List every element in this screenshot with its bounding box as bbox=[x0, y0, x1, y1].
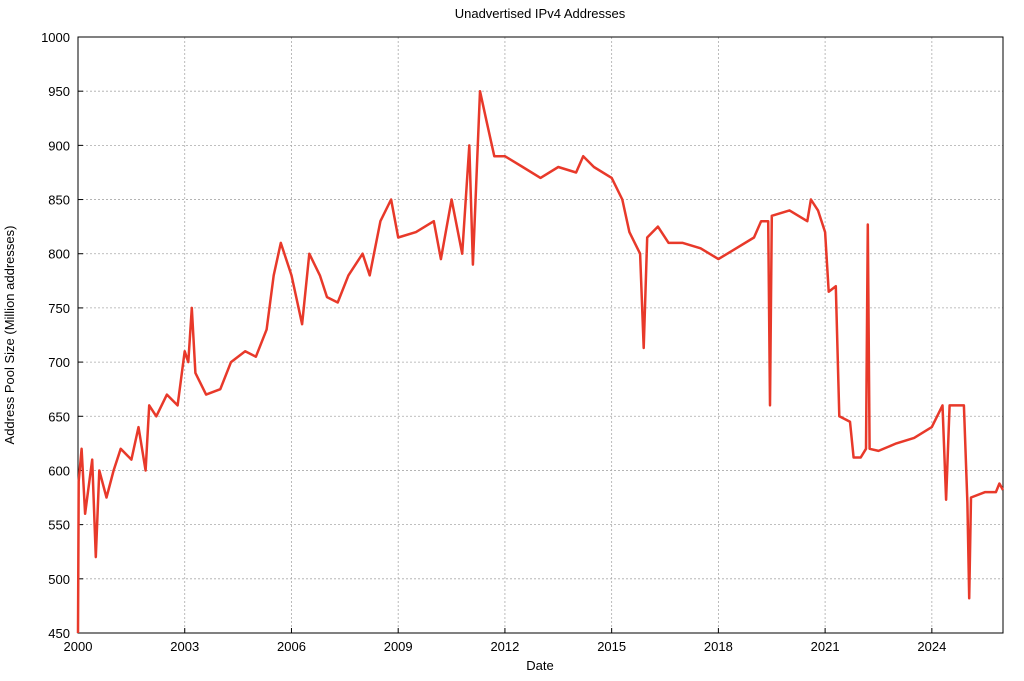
y-tick-label: 950 bbox=[48, 84, 70, 99]
x-tick-label: 2021 bbox=[811, 639, 840, 654]
y-tick-label: 900 bbox=[48, 138, 70, 153]
x-tick-label: 2024 bbox=[917, 639, 946, 654]
y-tick-label: 700 bbox=[48, 355, 70, 370]
chart-title: Unadvertised IPv4 Addresses bbox=[455, 6, 626, 21]
y-tick-label: 650 bbox=[48, 409, 70, 424]
y-tick-label: 800 bbox=[48, 247, 70, 262]
y-axis-label: Address Pool Size (Million addresses) bbox=[2, 226, 17, 445]
x-axis-label: Date bbox=[526, 658, 553, 673]
y-tick-label: 500 bbox=[48, 572, 70, 587]
y-tick-label: 600 bbox=[48, 463, 70, 478]
plot-frame bbox=[77, 36, 1004, 634]
x-tick-label: 2006 bbox=[277, 639, 306, 654]
y-tick-label: 750 bbox=[48, 301, 70, 316]
data-line bbox=[76, 89, 1005, 634]
x-tick-label: 2012 bbox=[490, 639, 519, 654]
x-tick-label: 2003 bbox=[170, 639, 199, 654]
y-tick-label: 1000 bbox=[41, 30, 70, 45]
y-tick-label: 450 bbox=[48, 626, 70, 641]
x-tick-label: 2018 bbox=[704, 639, 733, 654]
x-tick-label: 2000 bbox=[64, 639, 93, 654]
y-tick-label: 550 bbox=[48, 518, 70, 533]
y-tick-label: 850 bbox=[48, 193, 70, 208]
x-tick-label: 2015 bbox=[597, 639, 626, 654]
x-tick-label: 2009 bbox=[384, 639, 413, 654]
